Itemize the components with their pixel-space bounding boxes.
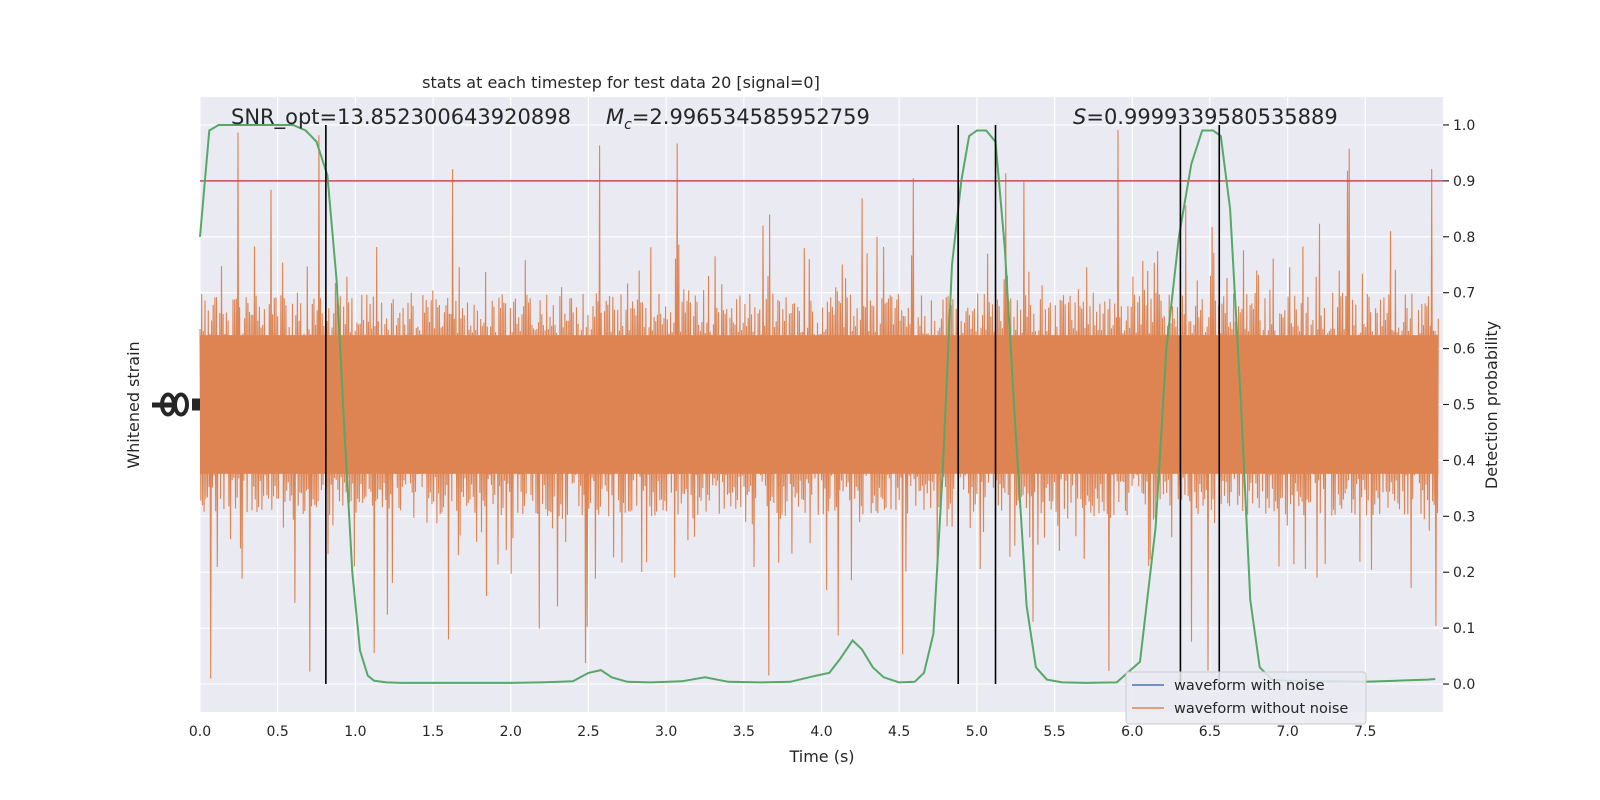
noise-series [199, 129, 1439, 679]
y-right-tick-label: 0.0 [1453, 677, 1475, 693]
noise-trace [199, 129, 1439, 679]
x-tick-label: 1.0 [344, 724, 366, 740]
x-axis: 0.0 0.5 1.0 1.5 2.0 2.5 3.0 3.5 4.0 4.5 5.0 5.5 6.0 6… [189, 724, 1377, 740]
y-axis-right-label: Detection probability [1482, 321, 1501, 489]
y-right-tick-label: 0.3 [1453, 509, 1475, 525]
chirp-mass-annotation: Mc=2.996534585952759 [606, 105, 870, 133]
y-right-tick-label: 0.9 [1453, 174, 1475, 190]
chirp-mass-value: =2.996534585952759 [632, 105, 870, 129]
x-tick-label: 5.5 [1043, 724, 1065, 740]
probability-line [199, 124, 1436, 684]
x-tick-label: 0.0 [189, 724, 211, 740]
x-tick-label: 0.5 [267, 724, 289, 740]
y-right-tick-label: 1.0 [1453, 118, 1475, 134]
y-right-tick-label: 0.5 [1453, 398, 1475, 414]
x-tick-label: 7.5 [1354, 724, 1376, 740]
y-right-tick-label: 0.2 [1453, 565, 1475, 581]
x-tick-label: 6.5 [1199, 724, 1221, 740]
score-symbol: S [1073, 105, 1086, 129]
snr-annotation: SNR_opt=13.852300643920898 [231, 105, 571, 130]
legend-label-with-noise: waveform with noise [1174, 678, 1325, 694]
chart-title: stats at each timestep for test data 20 … [422, 73, 820, 92]
score-value: =0.9999339580535889 [1086, 105, 1337, 129]
y-axis-left-label: Whitened strain [124, 341, 143, 468]
legend: waveform with noise waveform without noi… [1125, 671, 1367, 725]
x-tick-label: 2.5 [577, 724, 599, 740]
left-axis-ticks [152, 392, 200, 417]
score-annotation: S=0.9999339580535889 [1073, 105, 1338, 129]
y-right-tick-label: 0.4 [1453, 453, 1475, 469]
chirp-mass-symbol: M [606, 105, 624, 129]
left-tick-mark [192, 398, 200, 411]
y-right-tick-label: 0.8 [1453, 230, 1475, 246]
x-tick-label: 2.0 [500, 724, 522, 740]
legend-label-without-noise: waveform without noise [1174, 701, 1348, 717]
x-tick-label: 5.0 [966, 724, 988, 740]
x-tick-label: 7.0 [1276, 724, 1298, 740]
legend-box [1125, 671, 1367, 725]
x-tick-label: 6.0 [1121, 724, 1143, 740]
y-right-tick-label: 0.1 [1453, 621, 1475, 637]
x-tick-label: 4.5 [888, 724, 910, 740]
chirp-mass-subscript: c [624, 117, 632, 133]
y-axis-right: 0.0 0.1 0.2 0.3 0.4 0.5 0.6 0.7 0.8 0.9 1.0 [1443, 118, 1475, 693]
vertical-lines [325, 124, 1221, 685]
probability-series [199, 124, 1436, 684]
y-right-tick-label: 0.6 [1453, 342, 1475, 358]
x-tick-label: 1.5 [422, 724, 444, 740]
x-tick-label: 4.0 [810, 724, 832, 740]
x-tick-label: 3.5 [733, 724, 755, 740]
x-tick-label: 3.0 [655, 724, 677, 740]
left-tick-label [173, 392, 189, 417]
x-axis-label: Time (s) [788, 747, 854, 766]
y-right-tick-label: 0.7 [1453, 286, 1475, 302]
